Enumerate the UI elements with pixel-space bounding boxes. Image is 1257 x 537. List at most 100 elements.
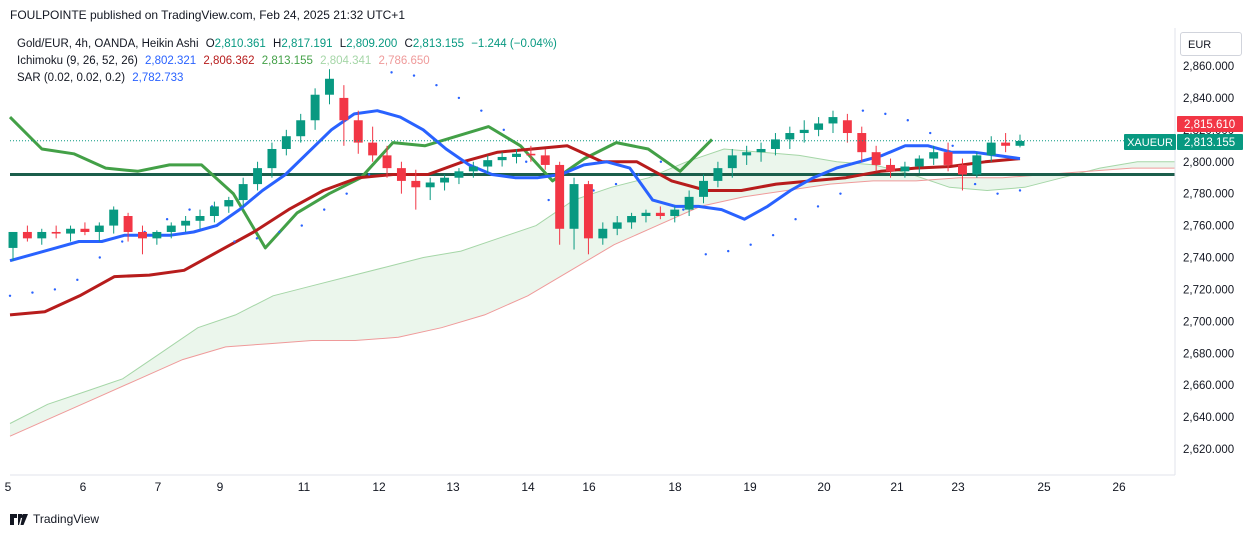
legend-kijun: 2,806.362 xyxy=(203,55,255,67)
candle-body xyxy=(80,228,90,232)
candle xyxy=(972,152,982,178)
candle xyxy=(713,161,723,188)
y-tick-label: 2,740.000 xyxy=(1183,253,1234,265)
y-tick-label: 2,640.000 xyxy=(1183,412,1234,424)
candle-body xyxy=(138,231,147,239)
candle-body xyxy=(814,123,824,130)
candle-body xyxy=(583,184,593,239)
legend-sar-value: 2,782.733 xyxy=(132,72,184,84)
candle xyxy=(22,225,32,242)
candle xyxy=(166,222,176,239)
candle-body xyxy=(986,142,996,156)
legend-span-a: 2,804.341 xyxy=(320,55,372,67)
candle-body xyxy=(655,212,665,217)
sar-dot xyxy=(255,237,259,240)
y-tick-label: 2,620.000 xyxy=(1183,444,1234,456)
currency-selector[interactable]: EUR xyxy=(1180,32,1242,56)
sar-dot xyxy=(53,288,57,291)
candle-body xyxy=(368,142,378,156)
legend-l-label: L xyxy=(339,38,347,50)
candle-body xyxy=(224,200,234,207)
candle-body xyxy=(109,209,119,226)
candle xyxy=(454,168,464,185)
candle xyxy=(325,69,334,105)
candle-body xyxy=(857,133,867,153)
sar-dot xyxy=(300,224,303,227)
sar-dot xyxy=(121,240,124,243)
candle xyxy=(238,177,248,207)
sar-dot xyxy=(390,71,393,74)
sar-dot xyxy=(906,119,909,122)
candle-body xyxy=(785,133,795,140)
candle xyxy=(583,180,593,255)
x-tick-label: 13 xyxy=(446,480,460,494)
candle-body xyxy=(957,164,967,175)
sar-dot xyxy=(704,253,707,256)
candle xyxy=(123,212,133,242)
candle xyxy=(281,129,291,156)
candle xyxy=(929,145,939,165)
legend-sar-label: SAR (0.02, 0.02, 0.2) xyxy=(17,72,126,84)
candle xyxy=(468,161,478,178)
candle xyxy=(914,155,924,173)
legend-ohlc-row[interactable]: Gold/EUR, 4h, OANDA, Heikin Ashi O2,810.… xyxy=(17,36,557,53)
legend-c-label: C xyxy=(404,38,413,50)
candle xyxy=(727,148,737,178)
sar-dot xyxy=(929,131,932,135)
y-tick-label: 2,720.000 xyxy=(1183,284,1234,296)
x-tick-label: 9 xyxy=(217,480,224,494)
candle-body xyxy=(612,222,622,229)
sar-dot xyxy=(435,83,438,87)
candle xyxy=(396,161,406,194)
candle-body xyxy=(310,94,320,121)
x-tick-label: 5 xyxy=(5,480,12,494)
sar-dot xyxy=(76,278,79,282)
candle xyxy=(684,190,694,217)
candle xyxy=(80,222,90,236)
candle-body xyxy=(152,231,162,239)
publisher-line: FOULPOINTE published on TradingView.com,… xyxy=(10,8,405,22)
candle-body xyxy=(555,164,565,229)
candle xyxy=(641,209,651,223)
candle xyxy=(957,158,967,191)
x-tick-label: 6 xyxy=(80,480,87,494)
sar-dot xyxy=(502,128,505,132)
candle xyxy=(627,212,637,229)
candle xyxy=(1015,134,1025,148)
candle xyxy=(411,169,421,210)
candle-body xyxy=(411,180,421,188)
candle-body xyxy=(699,180,708,197)
x-tick-label: 21 xyxy=(890,480,904,494)
candle xyxy=(497,152,507,167)
candle-body xyxy=(742,152,752,156)
sar-dot xyxy=(682,208,685,211)
candle xyxy=(152,230,162,245)
candle-body xyxy=(22,231,32,239)
sar-dot xyxy=(884,112,887,116)
footer-brand[interactable]: TradingView xyxy=(10,512,99,526)
candle xyxy=(857,126,867,162)
legend-ichimoku-label: Ichimoku (9, 26, 52, 26) xyxy=(17,55,138,67)
candle-body xyxy=(871,152,881,165)
sar-dot xyxy=(727,249,730,253)
x-tick-label: 19 xyxy=(743,480,757,494)
candle-body xyxy=(195,216,205,221)
candle-body xyxy=(842,120,852,134)
candle xyxy=(785,126,795,149)
candle xyxy=(569,177,579,250)
candle-body xyxy=(943,152,953,165)
candle-body xyxy=(454,171,464,178)
y-tick-label: 2,700.000 xyxy=(1183,316,1234,328)
legend-span-b: 2,786.650 xyxy=(378,55,430,67)
legend-ichimoku-row[interactable]: Ichimoku (9, 26, 52, 26) 2,802.321 2,806… xyxy=(17,53,557,70)
span-b-line xyxy=(9,167,1175,437)
candle xyxy=(814,117,824,137)
legend-sar-row[interactable]: SAR (0.02, 0.02, 0.2) 2,782.733 xyxy=(17,70,557,87)
legend-chikou: 2,813.155 xyxy=(261,55,313,67)
candle-body xyxy=(526,153,536,156)
tenkan-line xyxy=(9,109,1021,263)
candle-body xyxy=(799,129,809,134)
sar-dot xyxy=(839,192,842,195)
